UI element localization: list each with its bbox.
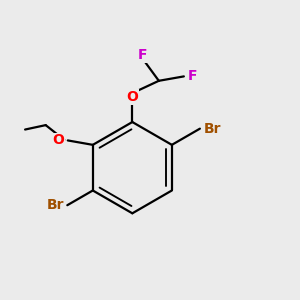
Text: O: O [52,134,64,147]
Text: F: F [188,69,197,83]
Text: Br: Br [46,198,64,212]
Text: F: F [138,48,147,62]
Text: O: O [126,90,138,104]
Text: Br: Br [203,122,221,136]
